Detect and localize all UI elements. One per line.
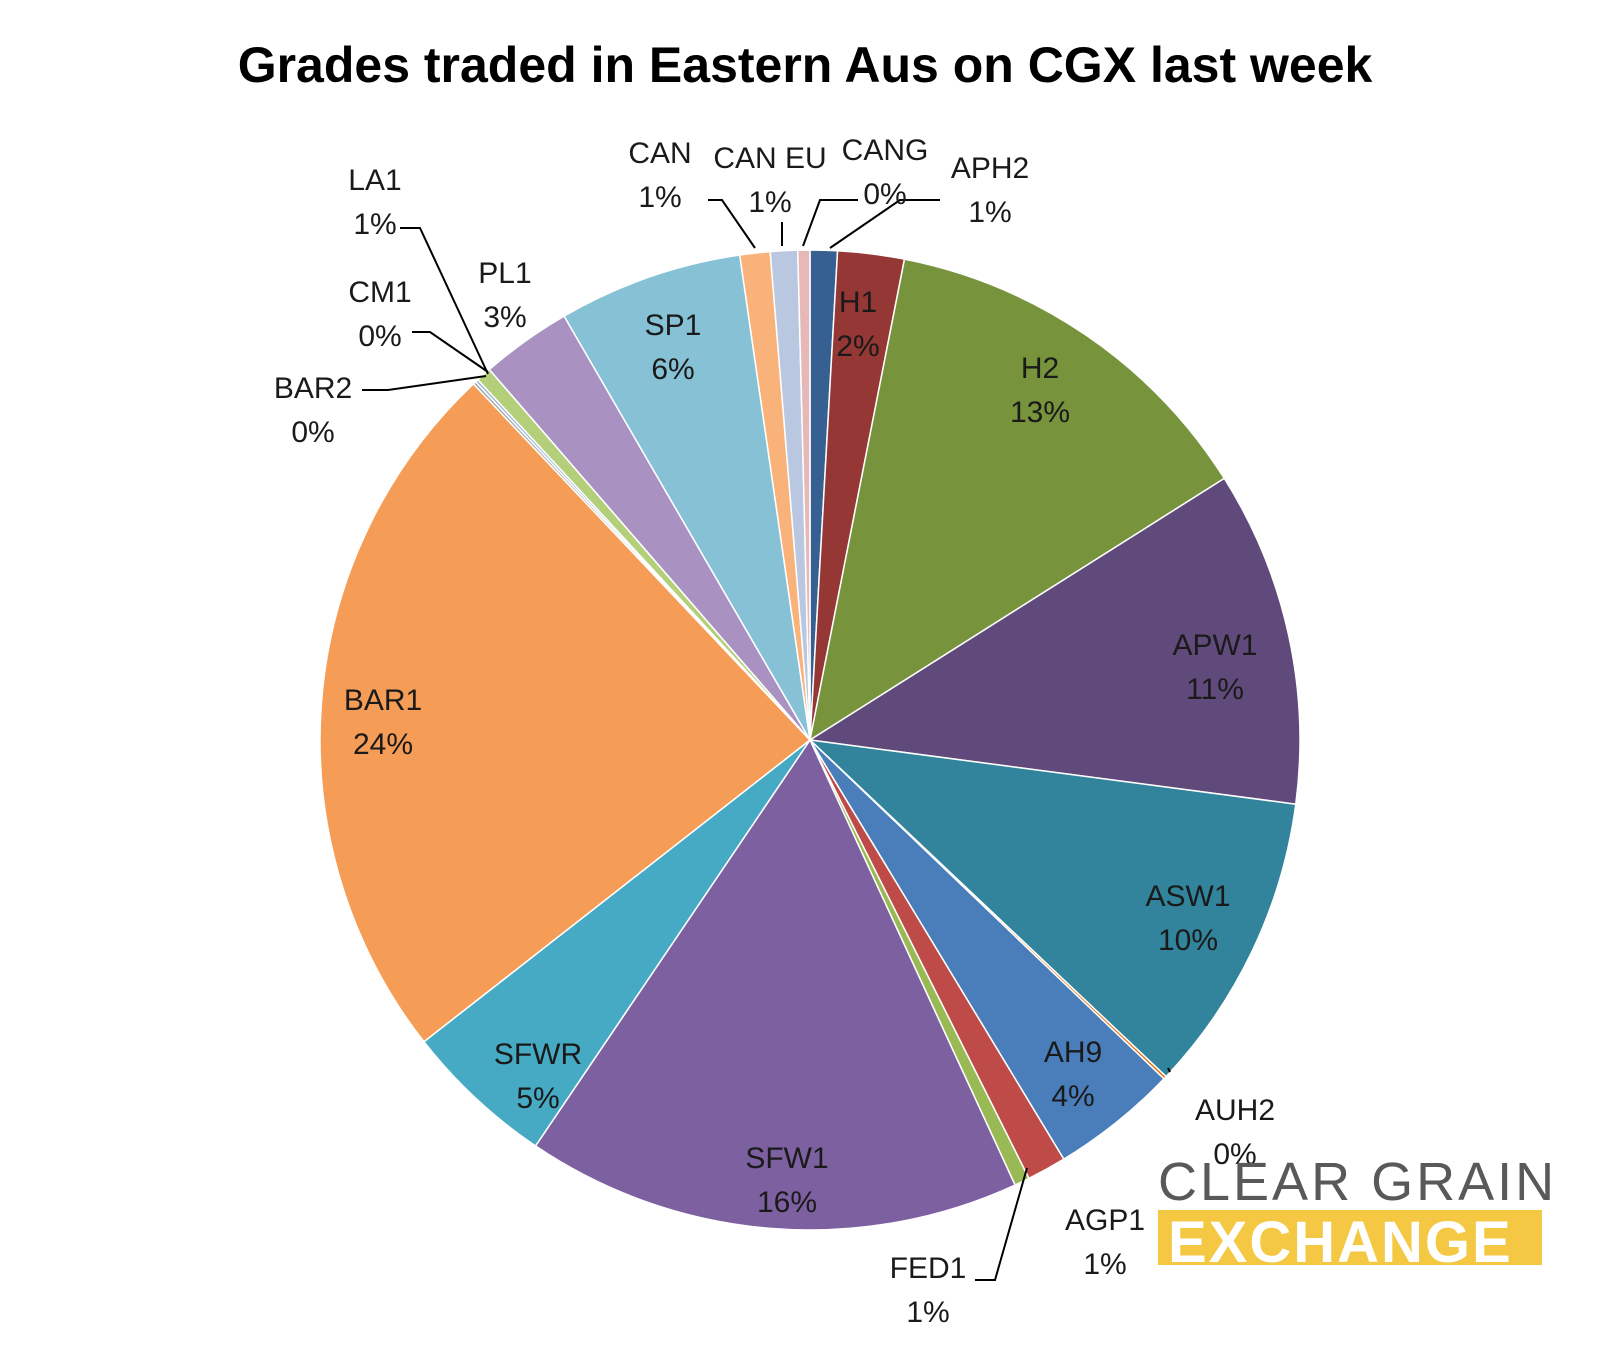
leader-line-la1: [400, 227, 489, 375]
slice-label-bar2: BAR2: [274, 372, 352, 405]
leader-line-aph2: [829, 199, 940, 249]
slice-pct-la1: 1%: [353, 208, 396, 241]
slice-label-asw1: ASW1: [1145, 880, 1230, 913]
pie-slices: [319, 249, 1301, 1231]
slice-pct-can: 1%: [638, 181, 681, 214]
slice-label-sfw1: SFW1: [745, 1142, 828, 1175]
slice-label-cm1: CM1: [348, 276, 411, 309]
slice-pct-pl1: 3%: [483, 301, 526, 334]
slice-pct-cm1: 0%: [358, 320, 401, 353]
slice-pct-ah9: 4%: [1051, 1080, 1094, 1113]
pie-slice-sfw1: [534, 738, 1017, 1231]
slice-label-agp1: AGP1: [1065, 1204, 1145, 1237]
slice-label-auh2: AUH2: [1195, 1094, 1275, 1127]
slice-label-can: CAN: [628, 137, 691, 170]
slice-labels: APH2 1% H1 2% H2 13% APW1 11% ASW1 10% AUH2 0% AH9 4%…: [274, 134, 1275, 1329]
slice-label-sp1: SP1: [645, 309, 702, 342]
leader-line-cang: [802, 199, 858, 247]
slice-pct-asw1: 10%: [1158, 924, 1218, 957]
slice-pct-can-eu: 1%: [748, 186, 791, 219]
slice-pct-bar2: 0%: [291, 416, 334, 449]
slice-pct-agp1: 1%: [1083, 1248, 1126, 1281]
chart-title: Grades traded in Eastern Aus on CGX last…: [238, 37, 1373, 93]
leader-line-can: [708, 199, 756, 249]
logo-line-2: EXCHANGE: [1168, 1210, 1513, 1275]
slice-label-pl1: PL1: [478, 257, 531, 290]
slice-label-h1: H1: [839, 286, 877, 319]
slice-label-bar1: BAR1: [344, 684, 422, 717]
slice-pct-aph2: 1%: [968, 196, 1011, 229]
slice-pct-sp1: 6%: [651, 353, 694, 386]
pie-slice-bar1: [319, 382, 812, 1043]
leader-lines: [362, 199, 1171, 1281]
pie-slice-apw1: [807, 477, 1301, 806]
slice-pct-sfw1: 16%: [757, 1186, 817, 1219]
slice-label-sfwr: SFWR: [494, 1038, 582, 1071]
pie-slice-sfwr: [422, 739, 811, 1147]
slice-label-cang: CANG: [842, 134, 929, 167]
leader-line-bar2: [362, 375, 487, 391]
slice-pct-bar1: 24%: [353, 728, 413, 761]
slice-pct-auh2: 0%: [1213, 1138, 1256, 1171]
slice-pct-h1: 2%: [836, 330, 879, 363]
leader-line-fed1: [975, 1167, 1028, 1281]
slice-pct-h2: 13%: [1010, 396, 1070, 429]
slice-pct-apw1: 11%: [1186, 673, 1244, 706]
slice-label-aph2: APH2: [951, 152, 1029, 185]
pie-slice-cang: [796, 249, 811, 741]
pie-slice-asw1: [807, 738, 1297, 1078]
slice-label-ah9: AH9: [1044, 1036, 1102, 1069]
slice-label-apw1: APW1: [1172, 629, 1257, 662]
clear-grain-exchange-logo: CLEAR GRAIN EXCHANGE: [1158, 1152, 1557, 1275]
slice-label-can-eu: CAN EU: [713, 142, 826, 175]
leader-line-auh2: [1167, 1067, 1171, 1073]
slice-label-la1: LA1: [348, 164, 401, 197]
pie-slice-h2: [808, 258, 1226, 742]
slice-label-h2: H2: [1021, 352, 1059, 385]
slice-pct-fed1: 1%: [906, 1296, 949, 1329]
slice-label-fed1: FED1: [890, 1252, 967, 1285]
logo-band: [1158, 1210, 1542, 1265]
slice-pct-cang: 0%: [863, 178, 906, 211]
slice-pct-sfwr: 5%: [516, 1082, 559, 1115]
pie-slice-sp1: [563, 254, 811, 741]
leader-line-cm1: [412, 331, 489, 373]
logo-line-1: CLEAR GRAIN: [1158, 1152, 1557, 1212]
